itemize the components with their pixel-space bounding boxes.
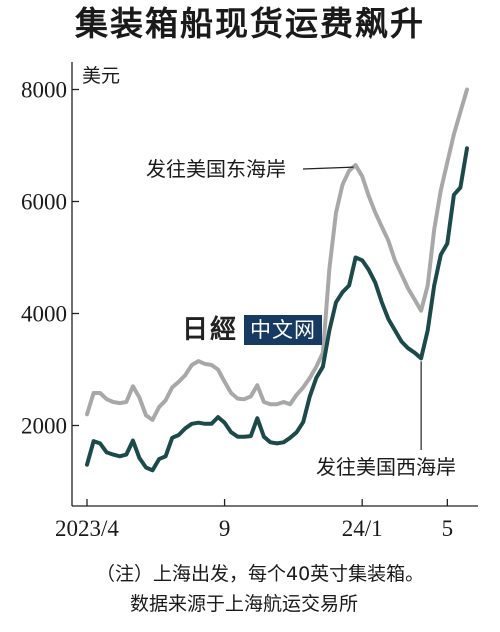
east-coast-line: [85, 87, 469, 422]
y-tick-label: 2000: [21, 414, 67, 439]
x-tick-label: 5: [442, 516, 454, 541]
y-tick-label: 4000: [21, 302, 67, 327]
axes: 美元 2000 4000 6000 8000 2023/4 9 24/1 5: [21, 62, 478, 541]
east-coast-label: 发往美国东海岸: [146, 157, 286, 181]
west-coast-label: 发往美国西海岸: [316, 455, 456, 479]
nikkei-logo: 日經: [182, 315, 239, 345]
nikkei-watermark: 日經 中文网: [182, 315, 323, 345]
series-layer: [85, 87, 469, 473]
chart-title: 集装箱船现货运费飙升: [75, 4, 425, 43]
footnote-line-1: （注）上海出发，每个40英寸集装箱。: [96, 563, 425, 585]
x-tick-label: 9: [219, 516, 231, 541]
chinese-site-badge: 中文网: [244, 315, 323, 345]
y-tick-label: 8000: [21, 78, 67, 103]
west-coast-line: [85, 146, 469, 473]
x-tick-label: 2023/4: [55, 516, 119, 541]
y-tick-label: 6000: [21, 190, 67, 215]
footnote-line-2: 数据来源于上海航运交易所: [130, 593, 359, 615]
east-coast-leader: [302, 166, 354, 170]
x-tick-label: 24/1: [342, 516, 383, 541]
y-unit-label: 美元: [82, 65, 120, 87]
